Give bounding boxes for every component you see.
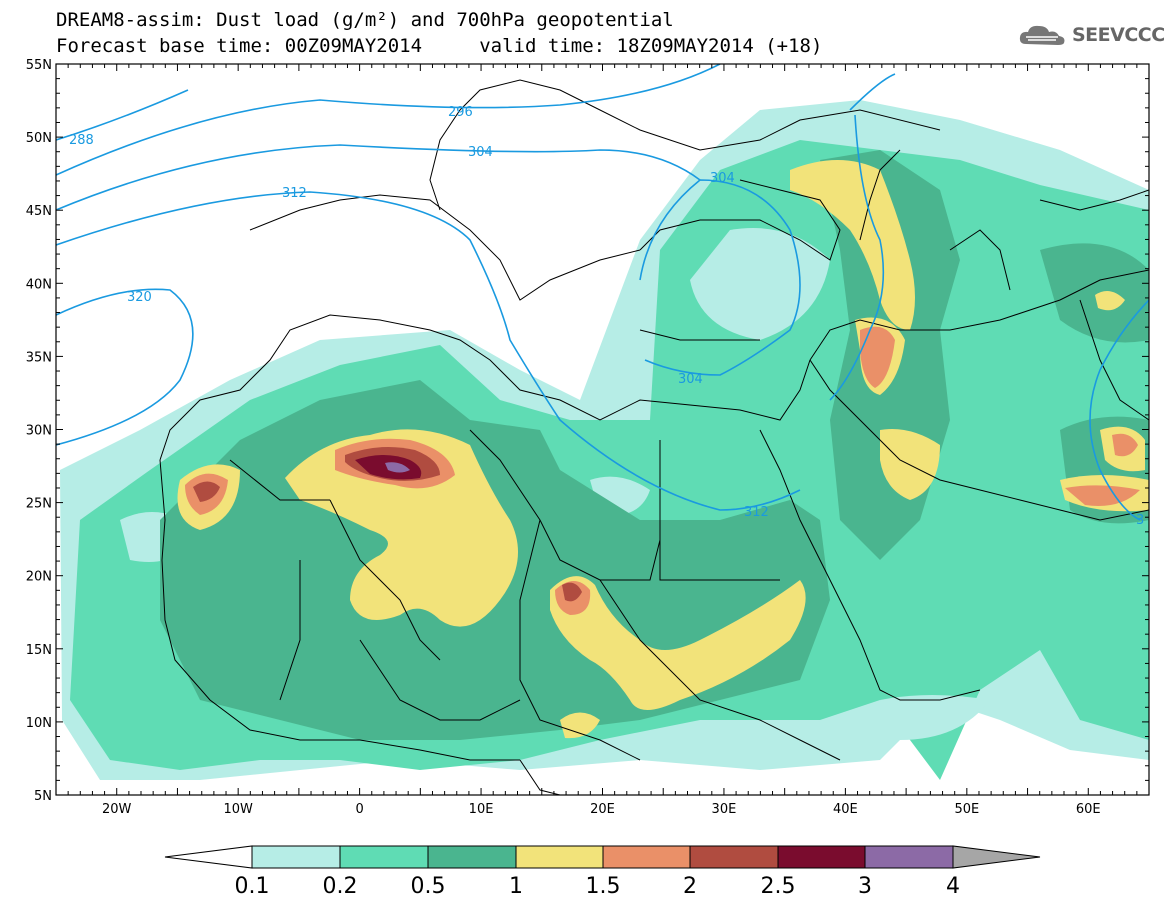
contour-label-edge: 3: [1136, 513, 1144, 528]
map-subtitle: Forecast base time: 00Z09MAY2014 valid t…: [56, 35, 823, 57]
lon-tick-label: 20W: [102, 802, 132, 817]
contour-304-east: [639, 179, 801, 376]
lon-tick-label: 50E: [954, 802, 979, 817]
lat-tick-label: 5N: [34, 789, 52, 804]
colorbar-label: 0.5: [411, 874, 446, 899]
lat-tick-label: 35N: [26, 350, 52, 365]
contour-label-288: 288: [69, 133, 94, 148]
colorbar-box-1.5-2: [602, 845, 691, 869]
lon-tick-label: 10W: [223, 802, 253, 817]
dust-shade-1: [285, 429, 518, 627]
lat-tick-label: 25N: [26, 497, 52, 512]
geopotential-contours: [56, 64, 1149, 521]
axis-ticks: 55N 50N 45N 40N 35N 30N 25N 20N 15N 10N 5N 20W 10W 0 1…: [26, 58, 1150, 817]
cloud-icon: [1019, 25, 1065, 45]
colorbar-label: 3: [858, 874, 872, 899]
colorbar-box-0.5-1: [427, 845, 517, 869]
contour-label-304-east: 304: [710, 171, 735, 186]
contour-labels: 288 296 304 312 320 304 304 312 3: [69, 105, 1144, 528]
contour-label-320: 320: [127, 290, 152, 305]
contour-label-304: 304: [468, 145, 493, 160]
dust-shade-4: [385, 462, 410, 473]
contour-east-1: [849, 73, 896, 111]
colorbar-label: 4: [946, 874, 960, 899]
contour-label-304-south: 304: [678, 372, 703, 387]
colorbar-low-arrow: [164, 845, 253, 869]
contour-320: [56, 288, 194, 446]
lat-tick-label: 50N: [26, 131, 52, 146]
contour-296: [56, 64, 721, 176]
lat-tick-label: 40N: [26, 277, 52, 292]
colorbar-box-2-2.5: [689, 845, 779, 869]
lat-tick-label: 15N: [26, 643, 52, 658]
dust-field: [56, 64, 1149, 795]
logo-text: SEEVCCC: [1072, 24, 1165, 46]
colorbar: 0.1 0.2 0.5 1 1.5 2 2.5 3 4: [164, 845, 1041, 899]
contour-label-312-east: 312: [744, 505, 769, 520]
contour-east-3: [1089, 299, 1149, 521]
contour-312: [56, 191, 801, 511]
colorbar-label: 1.5: [586, 874, 621, 899]
colorbar-box-2.5-3: [777, 845, 866, 869]
colorbar-box-3-4: [864, 845, 954, 869]
colorbar-label: 0.2: [323, 874, 358, 899]
colorbar-box-0.2-0.5: [339, 845, 429, 869]
colorbar-label: 2: [683, 874, 697, 899]
lon-tick-label: 60E: [1076, 802, 1101, 817]
lon-tick-label: 20E: [590, 802, 615, 817]
colorbar-label: 1: [509, 874, 523, 899]
lat-tick-label: 30N: [26, 424, 52, 439]
lat-tick-label: 20N: [26, 570, 52, 585]
contour-label-296: 296: [448, 105, 473, 120]
colorbar-high-arrow: [952, 845, 1041, 869]
map-title: DREAM8-assim: Dust load (g/m²) and 700hP…: [56, 9, 674, 31]
contour-label-312: 312: [282, 186, 307, 201]
colorbar-box-0.1-0.2: [251, 845, 341, 869]
contour-304: [56, 144, 701, 211]
colorbar-label: 2.5: [761, 874, 796, 899]
seevccc-logo: SEEVCCC: [1018, 22, 1165, 48]
lon-tick-label: 40E: [833, 802, 858, 817]
lat-tick-label: 10N: [26, 716, 52, 731]
lon-tick-label: 0: [355, 802, 363, 817]
colorbar-box-1-1.5: [515, 845, 604, 869]
coastlines: [159, 79, 1149, 795]
lat-tick-label: 55N: [26, 58, 52, 73]
lat-tick-label: 45N: [26, 204, 52, 219]
lon-tick-label: 30E: [712, 802, 737, 817]
lon-tick-label: 10E: [469, 802, 494, 817]
contour-east-2: [829, 114, 885, 401]
colorbar-label: 0.1: [235, 874, 270, 899]
contour-288: [56, 89, 189, 141]
